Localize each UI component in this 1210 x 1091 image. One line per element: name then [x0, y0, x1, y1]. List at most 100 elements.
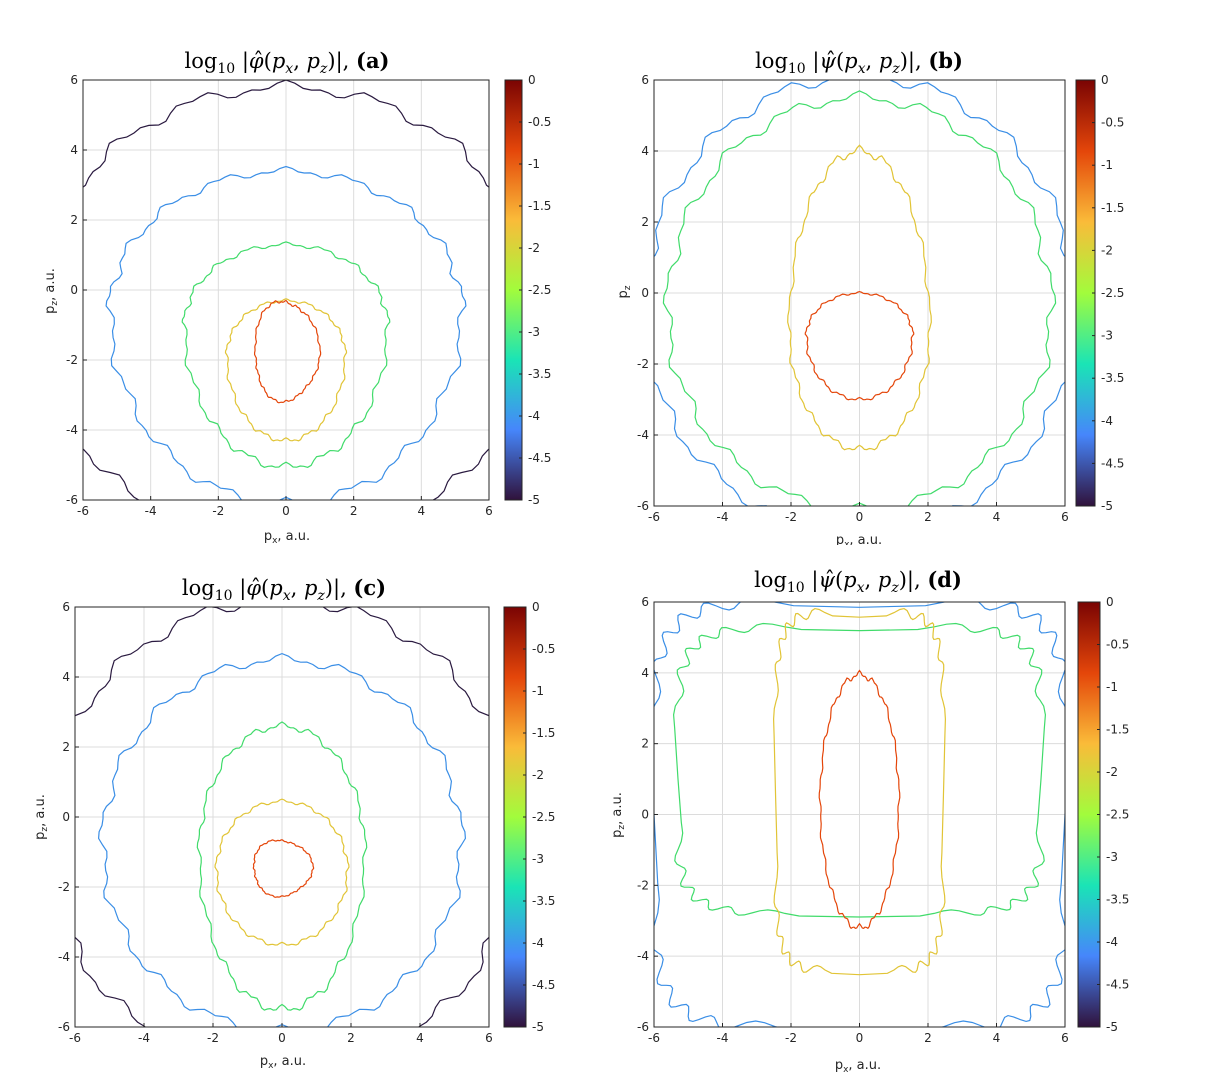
colorbar-tick-label: -3.5: [1106, 893, 1129, 907]
y-axis-label: pz, a.u.: [33, 794, 50, 840]
y-tick-label: 6: [62, 600, 70, 614]
y-tick-label: -6: [637, 1020, 649, 1034]
y-tick-label: 0: [641, 286, 649, 300]
colorbar-tick-label: -1.5: [1106, 723, 1129, 737]
contour-level: [105, 165, 467, 500]
colorbar-tick-label: -5: [532, 1020, 544, 1034]
y-tick-label: 6: [70, 73, 78, 87]
contour-level: [181, 241, 391, 468]
y-tick-label: -6: [58, 1020, 70, 1034]
x-tick-label: 2: [347, 1031, 355, 1045]
x-tick-label: 6: [485, 1031, 493, 1045]
colorbar: [1077, 601, 1101, 1028]
colorbar-tick-label: -2.5: [1106, 808, 1129, 822]
x-tick-label: 6: [1061, 510, 1069, 524]
colorbar-tick-label: -1: [528, 157, 540, 171]
x-tick-label: 0: [278, 1031, 286, 1045]
colorbar-tick-label: -3: [528, 325, 540, 339]
contour-level: [672, 622, 1047, 918]
x-tick-label: -6: [69, 1031, 81, 1045]
contour-level: [224, 298, 348, 442]
colorbar-tick-label: -1.5: [528, 199, 551, 213]
colorbar-tick-label: -5: [1106, 1020, 1118, 1034]
y-tick-label: 4: [641, 666, 649, 680]
x-tick-label: 2: [924, 1031, 932, 1045]
y-tick-label: -4: [637, 428, 649, 442]
colorbar-tick-label: -4.5: [532, 978, 555, 992]
y-tick-label: 2: [641, 215, 649, 229]
y-tick-label: -4: [637, 949, 649, 963]
y-tick-label: 4: [62, 670, 70, 684]
x-tick-label: -4: [717, 510, 729, 524]
x-tick-label: -6: [77, 504, 89, 518]
y-tick-label: 6: [641, 595, 649, 609]
colorbar-tick-label: -3: [532, 852, 544, 866]
colorbar-tick-label: -4: [528, 409, 540, 423]
x-tick-label: 4: [993, 1031, 1001, 1045]
contour-level: [252, 839, 315, 898]
colorbar-tick-label: -2: [1101, 243, 1113, 257]
y-tick-label: 0: [70, 283, 78, 297]
colorbar: [503, 606, 527, 1028]
contour-level: [75, 607, 489, 1027]
y-tick-label: 4: [641, 144, 649, 158]
colorbar-tick-label: -4: [532, 936, 544, 950]
colorbar-tick-label: 0: [532, 600, 540, 614]
x-tick-label: 4: [418, 504, 426, 518]
x-tick-label: 0: [856, 1031, 864, 1045]
y-axis-label: pz, a.u.: [610, 792, 627, 838]
colorbar-tick-label: -2.5: [532, 810, 555, 824]
x-axis-label: px, a.u.: [264, 529, 310, 545]
colorbar-tick-label: -4: [1106, 935, 1118, 949]
x-tick-label: 0: [856, 510, 864, 524]
colorbar-tick-label: -1: [1101, 158, 1113, 172]
x-tick-label: 6: [1061, 1031, 1069, 1045]
x-axis-label: px, a.u.: [260, 1054, 306, 1071]
contour-level: [214, 798, 350, 946]
y-tick-label: 0: [641, 808, 649, 822]
colorbar-tick-label: -5: [528, 493, 540, 507]
panel-title: log10 |φ̂(px, pz)|, (c): [182, 575, 386, 604]
colorbar-tick-label: 0: [528, 73, 536, 87]
y-tick-label: 2: [70, 213, 78, 227]
colorbar-tick-label: -0.5: [532, 642, 555, 656]
contour-level: [97, 652, 467, 1027]
colorbar-tick-label: -4.5: [1101, 456, 1124, 470]
contour-level: [787, 144, 932, 451]
colorbar-tick-label: -2: [1106, 765, 1118, 779]
contour-panel-a: log10 |φ̂(px, pz)|, (a) -6 -4 -2 0 2 4 6 -6 -4 -2…: [43, 48, 551, 545]
colorbar-tick-label: -0.5: [1106, 638, 1129, 652]
panel-title: log10 |ψ̂(px, pz)|, (d): [754, 567, 962, 596]
y-tick-label: -2: [66, 353, 78, 367]
x-tick-label: -2: [207, 1031, 219, 1045]
contour-level: [654, 602, 1065, 1027]
contour-panel-b: log10 |ψ̂(px, pz)|, (b) -6 -4 -2 0 2 4 6 -6 -4 -2…: [616, 48, 1124, 545]
y-tick-label: 4: [70, 143, 78, 157]
x-tick-label: -4: [717, 1031, 729, 1045]
y-tick-label: 0: [62, 810, 70, 824]
contour-level: [654, 80, 1065, 506]
y-tick-label: 2: [641, 737, 649, 751]
colorbar-tick-label: -3: [1101, 329, 1113, 343]
colorbar-tick-label: -1: [1106, 680, 1118, 694]
colorbar-tick-label: -4.5: [1106, 978, 1129, 992]
contour-level: [772, 607, 947, 976]
contour-level: [196, 721, 368, 1011]
y-tick-label: -2: [637, 878, 649, 892]
colorbar-tick-label: -5: [1101, 499, 1113, 513]
y-tick-label: -4: [66, 423, 78, 437]
colorbar-tick-label: -4: [1101, 414, 1113, 428]
colorbar-tick-label: -4.5: [528, 451, 551, 465]
x-tick-label: -6: [648, 510, 660, 524]
x-tick-label: 0: [282, 504, 290, 518]
colorbar-tick-label: -2: [532, 768, 544, 782]
x-tick-label: -2: [212, 504, 224, 518]
y-tick-label: -2: [58, 880, 70, 894]
contour-level: [818, 669, 901, 930]
x-tick-label: -4: [138, 1031, 150, 1045]
colorbar-tick-label: -3.5: [528, 367, 551, 381]
colorbar-tick-label: -1.5: [1101, 201, 1124, 215]
contour-level: [804, 290, 915, 401]
colorbar-tick-label: -3: [1106, 850, 1118, 864]
y-axis-label: pz: [616, 285, 633, 298]
